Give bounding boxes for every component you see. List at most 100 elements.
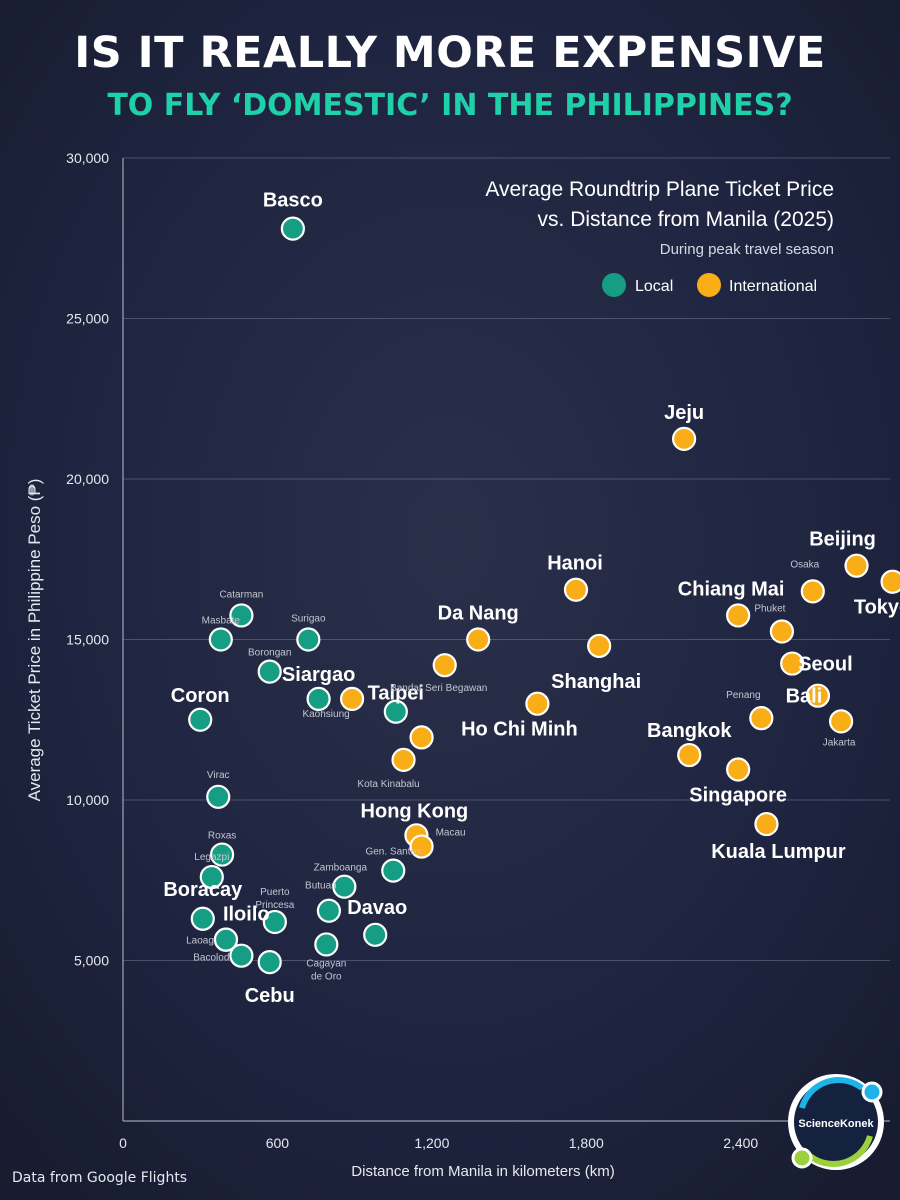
point-local-legazpi xyxy=(199,864,224,890)
data-labels: Basco Catarman Masbate Surigao Borongan Siarg… xyxy=(163,190,900,1007)
label-kuala-lumpur: Kuala Lumpur xyxy=(711,841,846,863)
label-osaka: Osaka xyxy=(790,559,819,570)
point-local-zamboanga xyxy=(332,874,357,899)
label-iloilo: Iloilo xyxy=(223,904,270,926)
y-tick-label: 30,000 xyxy=(66,150,109,166)
label-surigao: Surigao xyxy=(291,614,326,625)
label-bacolod: Bacolod xyxy=(193,953,229,964)
point-international-osaka xyxy=(800,579,825,604)
label-laoag: Laoag xyxy=(186,936,214,947)
x-tick-label: 0 xyxy=(119,1135,127,1151)
sciencekonek-logo[interactable]: ScienceKonek xyxy=(784,1070,888,1174)
point-international-kota-kinabalu xyxy=(391,747,416,772)
label-legazpi: Legazpi xyxy=(194,852,229,863)
label-tokyo: Tokyo xyxy=(854,597,900,619)
point-international-bangkok xyxy=(677,742,702,768)
label-phuket: Phuket xyxy=(754,603,785,614)
y-tick-label: 25,000 xyxy=(66,311,109,327)
label-masbate: Masbate xyxy=(202,616,241,627)
label-puerto-princesa: Puerto Princesa xyxy=(255,887,294,911)
point-international-taipei xyxy=(409,725,434,750)
label-hong-kong: Hong Kong xyxy=(361,800,469,822)
point-local-puerto-princesa xyxy=(262,909,287,935)
point-international-kaohsiung xyxy=(339,686,365,711)
logo-text: ScienceKonek xyxy=(798,1118,874,1130)
label-da-nang: Da Nang xyxy=(438,603,519,625)
point-international-jakarta xyxy=(828,709,854,734)
page-title: IS IT REALLY MORE EXPENSIVE xyxy=(74,28,826,78)
point-international-chiang-mai xyxy=(726,603,751,628)
chart-legend: Local International xyxy=(602,273,817,297)
point-local-cagayan-de-oro xyxy=(314,932,339,957)
x-tick-label: 600 xyxy=(266,1135,290,1151)
label-bandar-seri-begawan: Bandar Seri Begawan xyxy=(390,683,487,694)
point-international-phuket xyxy=(769,619,794,644)
gridlines xyxy=(123,157,890,961)
point-international-seoul xyxy=(780,651,805,676)
label-shanghai: Shanghai xyxy=(551,671,641,693)
label-zamboanga: Zamboanga xyxy=(314,863,368,874)
y-tick-label: 10,000 xyxy=(66,792,109,808)
label-catarman: Catarman xyxy=(219,589,263,600)
label-hanoi: Hanoi xyxy=(547,553,603,575)
chart-titles: Average Roundtrip Plane Ticket Price vs. … xyxy=(485,178,834,258)
x-tick-label: 1,200 xyxy=(414,1135,449,1151)
point-international-beijing xyxy=(844,553,869,578)
legend-label-international: International xyxy=(729,278,817,295)
point-local-basco xyxy=(280,216,305,241)
data-source-note: Data from Google Flights xyxy=(12,1170,188,1186)
legend-marker-international xyxy=(697,273,721,297)
x-tick-label: 1,800 xyxy=(569,1135,604,1151)
y-tick-label: 5,000 xyxy=(74,953,109,969)
point-international-singapore xyxy=(726,757,751,782)
point-local-coron xyxy=(188,707,213,732)
label-jakarta: Jakarta xyxy=(823,737,856,748)
point-local-masbate xyxy=(208,627,233,652)
point-local-boracay xyxy=(190,906,215,931)
x-tick-label: 2,400 xyxy=(723,1135,758,1151)
label-boracay: Boracay xyxy=(163,879,243,901)
point-local-virac xyxy=(206,784,231,809)
label-gen-santos: Gen. Santos xyxy=(365,847,421,858)
label-singapore: Singapore xyxy=(689,785,787,807)
point-international-hanoi xyxy=(563,577,589,602)
label-taipei: Taipei xyxy=(368,683,424,705)
label-bali: Bali xyxy=(786,686,823,708)
point-local-davao xyxy=(363,922,388,947)
label-siargao: Siargao xyxy=(282,664,355,686)
point-local-gen-santos xyxy=(381,858,406,883)
point-international-kuala-lumpur xyxy=(754,811,779,837)
point-local-siargao xyxy=(306,686,331,711)
label-beijing: Beijing xyxy=(809,529,876,551)
point-international-ho-chi-minh xyxy=(525,691,550,716)
label-borongan: Borongan xyxy=(248,648,291,659)
label-cebu: Cebu xyxy=(245,985,295,1007)
point-local-taipei xyxy=(383,699,408,724)
label-chiang-mai: Chiang Mai xyxy=(678,578,785,600)
point-local-surigao xyxy=(296,627,321,652)
point-international-jeju xyxy=(671,426,697,451)
point-local-catarman xyxy=(229,603,254,628)
label-jeju: Jeju xyxy=(664,402,704,424)
point-international-bandar-seri-begawan xyxy=(432,653,457,678)
label-cagayan-de-oro: Cagayan de Oro xyxy=(306,958,346,982)
label-roxas: Roxas xyxy=(208,831,236,842)
point-international-tokyo xyxy=(880,569,900,594)
label-macau: Macau xyxy=(436,828,466,839)
label-coron: Coron xyxy=(171,685,230,707)
y-tick-label: 20,000 xyxy=(66,471,109,487)
axes: 5,000 10,000 15,000 20,000 25,000 30,000 0 600 1… xyxy=(25,150,890,1180)
label-basco: Basco xyxy=(263,190,323,212)
label-bangkok: Bangkok xyxy=(647,720,732,742)
point-international-shanghai xyxy=(587,633,612,659)
legend-marker-local xyxy=(602,273,626,297)
label-penang: Penang xyxy=(726,690,760,701)
chart-title-line2: vs. Distance from Manila (2025) xyxy=(538,208,834,231)
point-international-macau xyxy=(409,834,434,859)
point-local-laoag xyxy=(213,927,239,952)
chart-title: Average Roundtrip Plane Ticket Price xyxy=(485,178,834,201)
legend-label-local: Local xyxy=(635,278,673,295)
point-local-bacolod xyxy=(229,943,254,968)
